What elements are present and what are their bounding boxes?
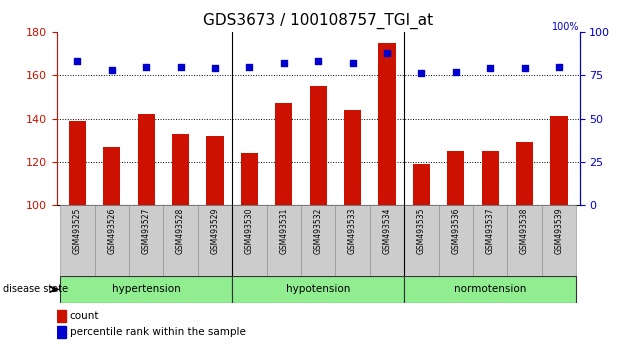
Bar bbox=[379, 43, 396, 205]
Point bbox=[244, 64, 255, 69]
Text: GSM493535: GSM493535 bbox=[417, 207, 426, 254]
Point bbox=[450, 69, 461, 75]
Point bbox=[141, 64, 151, 69]
Bar bbox=[551, 116, 568, 205]
Bar bbox=[413, 164, 430, 205]
Bar bbox=[404, 276, 576, 303]
Bar bbox=[207, 136, 224, 205]
Bar bbox=[60, 276, 232, 303]
Point bbox=[72, 58, 83, 64]
Bar bbox=[103, 147, 120, 205]
Text: GSM493538: GSM493538 bbox=[520, 207, 529, 254]
Bar bbox=[507, 205, 542, 276]
Point bbox=[210, 65, 220, 71]
Point bbox=[313, 58, 323, 64]
Bar bbox=[309, 86, 327, 205]
Bar bbox=[57, 326, 66, 338]
Bar bbox=[301, 205, 335, 276]
Text: normotension: normotension bbox=[454, 284, 526, 295]
Title: GDS3673 / 100108757_TGI_at: GDS3673 / 100108757_TGI_at bbox=[203, 13, 433, 29]
Bar bbox=[404, 205, 438, 276]
Bar bbox=[57, 310, 66, 322]
Point bbox=[278, 60, 289, 66]
Text: GSM493536: GSM493536 bbox=[451, 207, 461, 254]
Bar bbox=[137, 114, 155, 205]
Text: GSM493537: GSM493537 bbox=[486, 207, 495, 254]
Bar bbox=[370, 205, 404, 276]
Bar bbox=[438, 205, 473, 276]
Bar bbox=[447, 151, 464, 205]
Bar bbox=[198, 205, 232, 276]
Bar bbox=[69, 121, 86, 205]
Text: GSM493534: GSM493534 bbox=[382, 207, 391, 254]
Text: GSM493529: GSM493529 bbox=[210, 207, 219, 254]
Text: GSM493530: GSM493530 bbox=[245, 207, 254, 254]
Text: 100%: 100% bbox=[552, 22, 580, 32]
Bar bbox=[542, 205, 576, 276]
Text: GSM493533: GSM493533 bbox=[348, 207, 357, 254]
Text: GSM493527: GSM493527 bbox=[142, 207, 151, 254]
Bar bbox=[266, 205, 301, 276]
Text: GSM493528: GSM493528 bbox=[176, 207, 185, 254]
Text: GSM493532: GSM493532 bbox=[314, 207, 323, 254]
Point bbox=[416, 71, 427, 76]
Bar bbox=[172, 134, 189, 205]
Point bbox=[520, 65, 530, 71]
Text: GSM493531: GSM493531 bbox=[279, 207, 289, 254]
Text: GSM493539: GSM493539 bbox=[554, 207, 563, 254]
Bar bbox=[335, 205, 370, 276]
Bar bbox=[241, 153, 258, 205]
Bar bbox=[60, 205, 94, 276]
Point bbox=[106, 67, 117, 73]
Bar bbox=[129, 205, 163, 276]
Point bbox=[554, 64, 564, 69]
Bar bbox=[481, 151, 499, 205]
Bar bbox=[275, 103, 292, 205]
Text: GSM493525: GSM493525 bbox=[73, 207, 82, 254]
Bar bbox=[94, 205, 129, 276]
Text: hypotension: hypotension bbox=[286, 284, 350, 295]
Text: hypertension: hypertension bbox=[112, 284, 181, 295]
Text: count: count bbox=[70, 311, 100, 321]
Bar bbox=[473, 205, 507, 276]
Bar bbox=[516, 142, 533, 205]
Bar bbox=[163, 205, 198, 276]
Bar bbox=[232, 205, 266, 276]
Text: GSM493526: GSM493526 bbox=[107, 207, 117, 254]
Point bbox=[176, 64, 186, 69]
Point bbox=[348, 60, 358, 66]
Bar bbox=[232, 276, 404, 303]
Point bbox=[382, 50, 392, 56]
Text: percentile rank within the sample: percentile rank within the sample bbox=[70, 327, 246, 337]
Bar bbox=[344, 110, 361, 205]
Text: disease state: disease state bbox=[3, 284, 68, 295]
Point bbox=[485, 65, 495, 71]
